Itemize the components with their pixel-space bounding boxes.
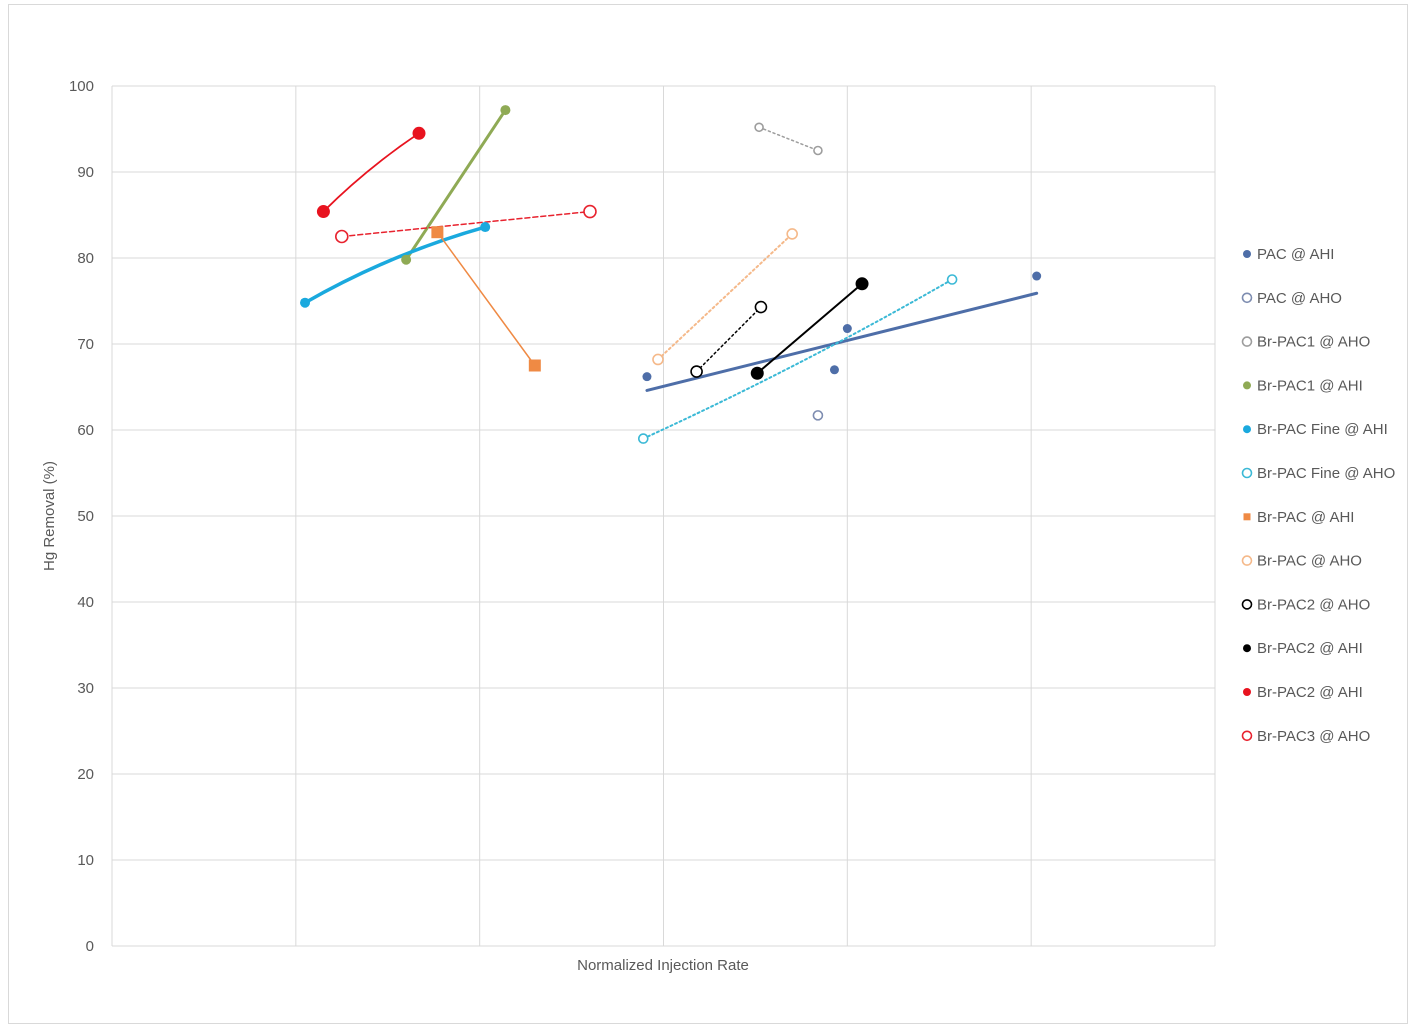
y-tick-label: 10	[77, 852, 94, 869]
series-6-trendline	[642, 278, 954, 440]
series-5-point	[300, 297, 311, 308]
series-8-legend-marker	[1241, 555, 1253, 566]
series-11-point	[412, 126, 426, 140]
series-9-point	[690, 365, 703, 378]
series-9-point	[754, 300, 768, 314]
series-7-legend-label: Br-PAC @ AHI	[1257, 509, 1354, 526]
series-10-legend-label: Br-PAC2 @ AHI	[1257, 640, 1363, 657]
series-9-legend-marker	[1241, 599, 1253, 610]
series-11-legend-marker	[1243, 688, 1251, 696]
series-12-point	[334, 229, 349, 244]
series-8-point	[786, 228, 798, 240]
series-5-trendline	[303, 225, 487, 305]
series-5-point	[480, 222, 491, 233]
series-9-trendline	[695, 306, 762, 373]
series-11-trendline	[322, 132, 420, 213]
y-tick-label: 50	[77, 508, 94, 525]
series-8-point	[652, 353, 664, 366]
series-3-trendline	[758, 126, 819, 152]
trendlines	[303, 108, 1039, 440]
chart-frame	[8, 4, 1408, 1024]
legend: PAC @ AHI PAC @ AHO Br-PAC1 @ AHO Br-PAC1 @…	[1241, 246, 1395, 745]
series-9-legend-label: Br-PAC2 @ AHO	[1257, 596, 1370, 613]
x-axis-title: Normalized Injection Rate	[577, 957, 749, 974]
series-12-legend-marker	[1241, 730, 1253, 742]
y-tick-label: 100	[69, 78, 94, 95]
series-5-legend-label: Br-PAC Fine @ AHI	[1257, 421, 1388, 438]
series-6-point	[946, 274, 958, 285]
series-4-legend-label: Br-PAC1 @ AHI	[1257, 377, 1363, 394]
series-8-trendline	[656, 232, 794, 361]
grid-lines	[112, 85, 1216, 946]
series-12-trendline	[341, 210, 591, 238]
series-10-trendline	[756, 282, 864, 375]
series-2-legend-marker	[1241, 292, 1253, 304]
y-tick-label: 0	[86, 938, 94, 955]
series-7-point	[528, 359, 541, 372]
series-10-legend-marker	[1243, 644, 1251, 653]
y-tick-label: 90	[77, 164, 94, 181]
series-6-legend-label: Br-PAC Fine @ AHO	[1257, 465, 1395, 482]
series-4-trendline	[404, 108, 507, 262]
y-tick-label: 40	[77, 594, 94, 611]
axes: 0 10 20 30 40 50 60 70 80 90 100	[69, 78, 1215, 955]
series-1-legend-label: PAC @ AHI	[1257, 246, 1334, 263]
series-3-legend-label: Br-PAC1 @ AHO	[1257, 334, 1370, 351]
series-4-point	[401, 254, 412, 265]
y-tick-label: 60	[77, 422, 94, 439]
series-11-point	[316, 205, 330, 219]
series-7-point	[431, 226, 444, 239]
y-tick-label: 30	[77, 680, 94, 697]
series-3-legend-marker	[1241, 336, 1253, 347]
series-2-legend-label: PAC @ AHO	[1257, 290, 1342, 307]
series-3-point	[754, 122, 764, 133]
y-tick-label: 20	[77, 766, 94, 783]
series-1-trendline	[645, 291, 1039, 392]
series-7-trendline	[436, 231, 536, 367]
y-tick-label: 70	[77, 336, 94, 353]
series-11-legend-label: Br-PAC2 @ AHI	[1257, 684, 1363, 701]
series-5-legend-marker	[1243, 425, 1251, 434]
series-8-legend-label: Br-PAC @ AHO	[1257, 553, 1362, 570]
series-3-point	[813, 145, 823, 156]
y-axis-title: Hg Removal (%)	[41, 461, 58, 571]
series-12-legend-label: Br-PAC3 @ AHO	[1257, 728, 1370, 745]
series-4-point	[500, 105, 511, 116]
data-points	[300, 105, 1042, 444]
series-2-point	[812, 410, 824, 421]
series-1-point	[642, 372, 652, 382]
series-1-point	[842, 324, 852, 334]
series-10-point	[750, 366, 764, 380]
series-12-point	[583, 204, 597, 219]
series-7-legend-marker	[1243, 513, 1251, 521]
series-10-point	[855, 277, 869, 291]
series-1-point	[1032, 271, 1042, 281]
series-6-legend-marker	[1241, 467, 1253, 479]
series-1-point	[829, 365, 839, 375]
series-6-point	[637, 433, 649, 444]
series-1-legend-marker	[1243, 250, 1251, 258]
series-4-legend-marker	[1243, 381, 1251, 390]
y-tick-label: 80	[77, 250, 94, 267]
